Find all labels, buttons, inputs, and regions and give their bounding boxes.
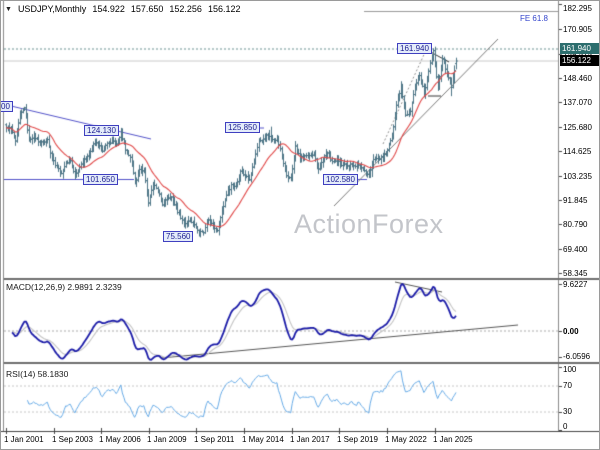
fe-618-label: FE 61.8 — [519, 14, 548, 23]
rsi-axis-tick: 70 — [563, 381, 572, 390]
symbol-timeframe-label[interactable]: USDJPY,Monthly — [17, 4, 87, 14]
macd-axis-tick: -6.0596 — [563, 352, 591, 361]
low-value: 152.256 — [169, 4, 202, 14]
x-axis-label: 1 Jan 2009 — [147, 435, 187, 444]
price-axis-tick: 137.070 — [563, 98, 592, 107]
x-axis-label: 1 May 2006 — [99, 435, 141, 444]
price-axis-tick: 103.235 — [563, 172, 592, 181]
x-axis-label: 1 May 2022 — [385, 435, 427, 444]
current-price-axis-badge: 156.122 — [560, 55, 599, 66]
x-axis-label: 1 Jan 2025 — [433, 435, 473, 444]
price-label-101650: 101.650 — [83, 174, 118, 185]
price-axis-tick: 91.845 — [563, 196, 588, 205]
x-axis-label: 1 Sep 2019 — [337, 435, 378, 444]
price-axis-tick: 114.625 — [563, 147, 592, 156]
chevron-down-icon[interactable]: ▼ — [5, 5, 12, 13]
clipped-price-label: 00 — [1, 101, 13, 112]
rsi-axis-tick: 100 — [563, 365, 577, 374]
price-axis-tick: 80.790 — [563, 220, 588, 229]
x-axis-label: 1 Jan 2001 — [4, 435, 44, 444]
price-axis-tick: 159.515 — [563, 50, 592, 59]
macd-axis-tick: 0.00 — [563, 327, 579, 336]
x-axis-label: 1 May 2014 — [242, 435, 284, 444]
x-axis-label: 1 Sep 2011 — [194, 435, 235, 444]
price-label-124130: 124.130 — [84, 125, 119, 136]
price-axis-tick: 170.905 — [563, 25, 592, 34]
rsi-axis-tick: 30 — [563, 407, 572, 416]
macd-indicator-label: MACD(12,26,9) 2.9891 2.3239 — [6, 282, 122, 292]
price-label-75560: 75.560 — [163, 231, 194, 242]
price-axis-tick: 182.295 — [563, 4, 592, 13]
rsi-indicator-label: RSI(14) 58.1830 — [6, 369, 69, 379]
price-axis-tick: 69.400 — [563, 245, 588, 254]
open-value: 154.922 — [92, 4, 125, 14]
high-value: 157.650 — [130, 4, 164, 14]
symbol-header: ▼ USDJPY,Monthly 154.922 157.650 152.256… — [5, 4, 241, 14]
price-label-125850: 125.850 — [225, 122, 260, 133]
price-axis-tick: 125.680 — [563, 123, 592, 132]
close-value: 156.122 — [207, 4, 241, 14]
record-high-axis-badge: 161.940 — [560, 43, 599, 54]
price-axis-tick: 148.460 — [563, 74, 592, 83]
price-label-102580: 102.580 — [323, 174, 358, 185]
x-axis-label: 1 Sep 2003 — [52, 435, 93, 444]
macd-axis-tick: 9.6227 — [563, 280, 588, 289]
price-axis-tick: 58.345 — [563, 269, 588, 278]
rsi-axis-tick: 0 — [563, 422, 568, 431]
price-label-161940: 161.940 — [397, 43, 432, 54]
x-axis-label: 1 Jan 2017 — [290, 435, 330, 444]
